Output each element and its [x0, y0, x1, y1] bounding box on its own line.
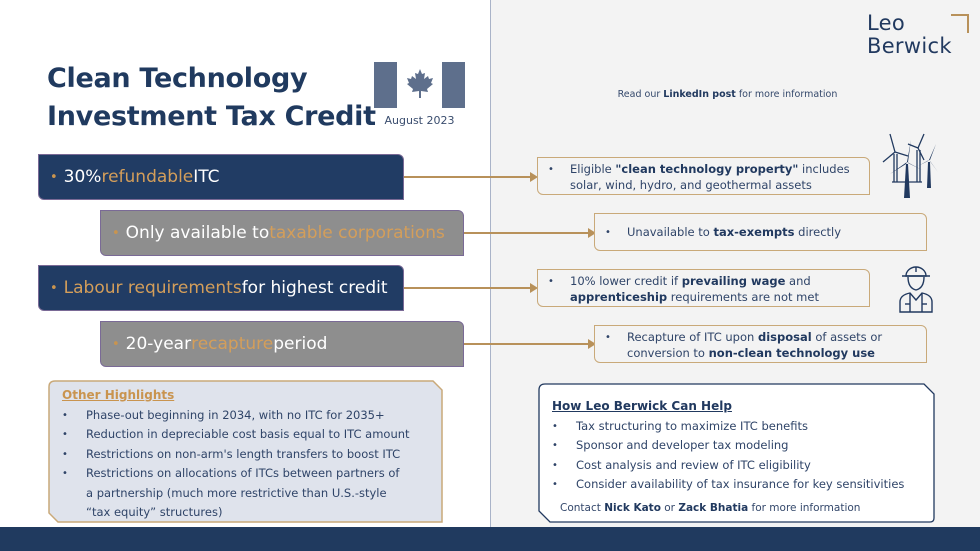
logo-corner-mark-icon: [951, 14, 969, 33]
key-point-refundable-itc: • 30% refundable ITC: [38, 154, 404, 200]
other-highlights-box: Other Highlights Phase-out beginning in …: [48, 380, 443, 523]
list-item: Sponsor and developer tax modeling: [552, 436, 921, 456]
bullet-icon: •: [112, 336, 120, 352]
bullet-icon: •: [112, 225, 120, 241]
how-leo-berwick-can-help-box: How Leo Berwick Can Help Tax structuring…: [538, 383, 935, 523]
list-item: Cost analysis and review of ITC eligibil…: [552, 456, 921, 476]
list-item: Restrictions on allocations of ITCs betw…: [62, 464, 429, 523]
title-line-2: Investment Tax Credit: [47, 101, 376, 132]
title-line-1: Clean Technology: [47, 63, 308, 94]
wind-turbines-icon: [882, 133, 938, 198]
key-point-recapture-period: • 20-year recapture period: [100, 321, 464, 367]
connector-arrow: [404, 172, 538, 182]
other-highlights-title: Other Highlights: [62, 388, 175, 402]
list-item: Consider availability of tax insurance f…: [552, 475, 921, 495]
publication-date: August 2023: [384, 114, 455, 127]
other-highlights-list: Phase-out beginning in 2034, with no ITC…: [62, 406, 429, 523]
contact-zack-bhatia: Zack Bhatia: [678, 501, 749, 514]
connector-arrow: [464, 228, 596, 238]
leo-berwick-logo: Leo Berwick: [867, 11, 952, 58]
connector-arrow: [404, 283, 538, 293]
list-item: Tax structuring to maximize ITC benefits: [552, 417, 921, 437]
bullet-icon: •: [50, 280, 58, 296]
key-point-taxable-corporations: • Only available to taxable corporations: [100, 210, 464, 256]
note-prevailing-wage: • 10% lower credit if prevailing wage an…: [537, 269, 870, 307]
list-item: Reduction in depreciable cost basis equa…: [62, 425, 429, 445]
note-tax-exempts: • Unavailable to tax-exempts directly: [594, 213, 927, 251]
page-title: Clean Technology Investment Tax Credit: [47, 60, 376, 136]
bullet-icon: •: [50, 169, 58, 185]
connector-arrow: [464, 339, 596, 349]
canada-flag-icon: [374, 62, 465, 108]
note-clean-tech-property: • Eligible "clean technology property" i…: [537, 157, 870, 195]
note-recapture-disposal: • Recapture of ITC upon disposal of asse…: [594, 325, 927, 363]
construction-worker-icon: [899, 266, 933, 313]
list-item: Phase-out beginning in 2034, with no ITC…: [62, 406, 429, 426]
linkedin-callout: Read our LinkedIn post for more informat…: [617, 89, 838, 100]
how-we-help-list: Tax structuring to maximize ITC benefits…: [552, 417, 921, 495]
contact-line: Contact Nick Kato or Zack Bhatia for mor…: [560, 501, 861, 514]
contact-nick-kato: Nick Kato: [604, 501, 661, 514]
key-point-labour-requirements: • Labour requirements for highest credit: [38, 265, 404, 311]
linkedin-post-link[interactable]: LinkedIn post: [663, 89, 736, 100]
maple-leaf-icon: [407, 69, 433, 98]
how-we-help-title: How Leo Berwick Can Help: [552, 399, 732, 413]
list-item: Restrictions on non-arm's length transfe…: [62, 445, 429, 465]
footer-bar: [0, 527, 980, 551]
